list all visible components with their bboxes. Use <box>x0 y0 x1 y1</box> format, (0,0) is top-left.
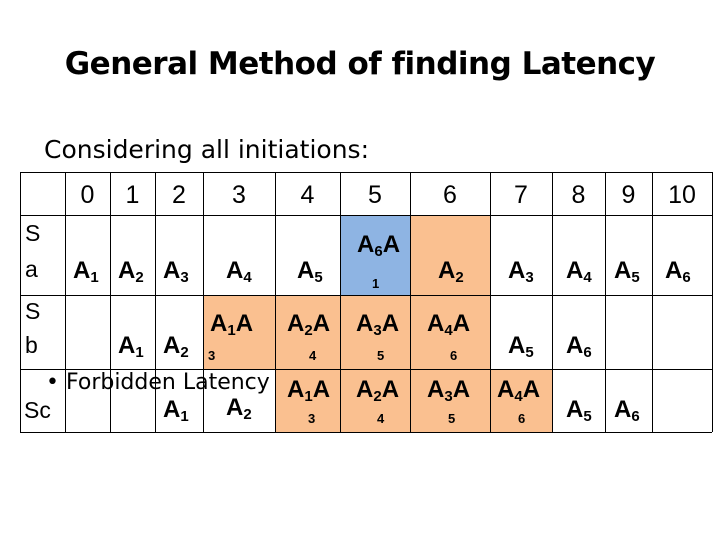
grid-line-bottom <box>20 432 712 433</box>
sc-entry-4-sub: 4 <box>377 411 385 426</box>
grid-line-v11 <box>652 172 653 432</box>
grid-line-v12 <box>712 172 713 432</box>
cell-sc-5 <box>340 369 410 432</box>
cell-sb-5 <box>340 295 410 369</box>
forbidden-latency-text: • Forbidden Latency <box>46 370 270 395</box>
col-header-9: 9 <box>621 181 636 209</box>
sb-entry-3: A1A <box>210 310 254 339</box>
grid-line-v1 <box>65 172 66 432</box>
sa-entry-1: A1 <box>73 257 99 286</box>
slide-subtitle: Considering all initiations: <box>44 135 369 164</box>
sa-entry-10: A5 <box>614 257 640 286</box>
sc-entry-8: A6 <box>614 396 640 425</box>
col-header-0: 0 <box>80 181 95 209</box>
grid-line-top <box>20 172 712 173</box>
sb-entry-4: A2A <box>287 310 331 339</box>
col-header-7: 7 <box>514 181 528 209</box>
cell-sb-6 <box>410 295 490 369</box>
sb-entry-1: A1 <box>118 332 144 361</box>
row-label-sb-top: S <box>25 298 41 324</box>
col-header-5: 5 <box>368 181 382 209</box>
row-label-sc: Sc <box>24 397 51 423</box>
cell-sa-5 <box>340 215 410 295</box>
sc-entry-4: A2A <box>356 376 400 405</box>
grid-line-header <box>20 215 712 216</box>
sa-entry-6: A6A <box>357 231 401 260</box>
sb-entry-4-sub: 4 <box>309 348 317 363</box>
cell-sc-7 <box>490 369 552 432</box>
sb-entry-5: A3A <box>356 310 400 339</box>
sc-entry-1: A1 <box>163 396 189 425</box>
sa-entry-4: A4 <box>226 257 252 286</box>
col-header-3: 3 <box>232 181 246 209</box>
grid-line-v3 <box>155 172 156 432</box>
sc-entry-5-sub: 5 <box>448 411 456 426</box>
sb-entry-6-sub: 6 <box>450 348 458 363</box>
sb-entry-7: A5 <box>508 332 534 361</box>
row-label-sb-bottom: b <box>25 332 38 358</box>
grid-line-v0 <box>20 172 21 432</box>
col-header-8: 8 <box>571 181 586 209</box>
sc-entry-3-sub: 3 <box>308 411 316 426</box>
cell-sc-4 <box>275 369 340 432</box>
sb-entry-6: A4A <box>427 310 471 339</box>
sb-entry-3-sub: 3 <box>208 348 216 363</box>
sc-entry-6-sub: 6 <box>518 411 526 426</box>
sa-entry-7: A2 <box>438 257 464 286</box>
sa-entry-6-sub: 1 <box>372 276 380 291</box>
sc-entry-6: A4A <box>497 376 541 405</box>
col-header-4: 4 <box>300 181 315 209</box>
sa-entry-3: A3 <box>163 257 189 286</box>
sa-entry-2: A2 <box>118 257 144 286</box>
cell-sc-6 <box>410 369 490 432</box>
grid-line-v4 <box>203 172 204 432</box>
sa-entry-5: A5 <box>297 257 323 286</box>
sb-entry-5-sub: 5 <box>377 348 385 363</box>
sa-entry-8: A3 <box>508 257 534 286</box>
col-header-6: 6 <box>443 181 457 209</box>
row-label-sa-bottom: a <box>25 256 38 282</box>
sc-entry-7: A5 <box>566 396 592 425</box>
col-header-2: 2 <box>172 181 186 209</box>
sb-entry-8: A6 <box>566 332 592 361</box>
row-label-sa-top: S <box>25 220 41 246</box>
grid-line-v7 <box>410 172 411 432</box>
cell-sb-3 <box>203 295 275 369</box>
col-header-1: 1 <box>125 181 140 209</box>
sa-entry-11: A6 <box>665 257 691 286</box>
cell-sb-4 <box>275 295 340 369</box>
sc-entry-2: A2 <box>226 394 252 423</box>
sa-entry-9: A4 <box>566 257 592 286</box>
col-header-10: 10 <box>668 181 696 209</box>
grid-line-sb <box>20 369 712 370</box>
grid-line-sa <box>20 295 712 296</box>
slide-title: General Method of finding Latency <box>64 46 656 82</box>
grid-line-v9 <box>552 172 553 432</box>
grid-line-v2 <box>110 172 111 432</box>
grid-line-v5 <box>275 172 276 432</box>
grid-line-v8 <box>490 172 491 432</box>
sb-entry-2: A2 <box>163 332 189 361</box>
cell-sa-6 <box>410 215 490 295</box>
grid-line-v6 <box>340 172 341 432</box>
sc-entry-5: A3A <box>427 376 471 405</box>
sc-entry-3: A1A <box>287 376 331 405</box>
grid-line-v10 <box>605 172 606 432</box>
